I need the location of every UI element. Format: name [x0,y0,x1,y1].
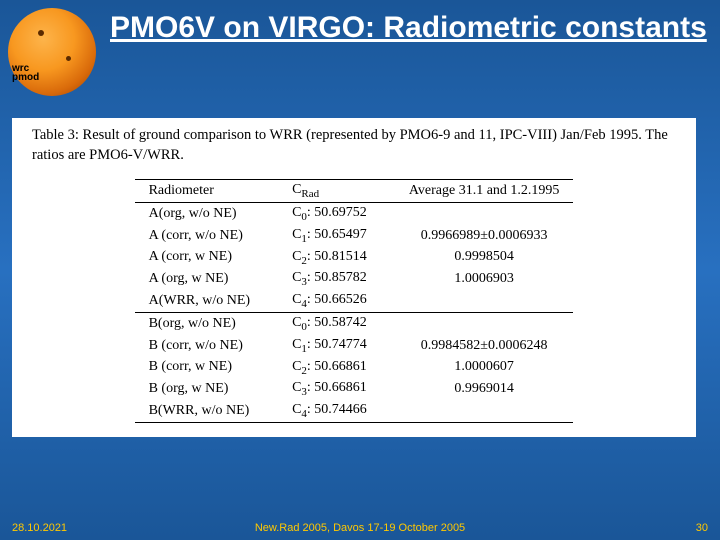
cell-average: 0.9969014 [381,378,574,400]
header-crad: CRad [278,180,381,203]
cell-radiometer: B (corr, w NE) [135,357,279,379]
pmod-wrc-logo: wrc pmod [8,8,96,96]
table-row: B (corr, w NE)C2: 50.668611.0000607 [135,357,574,379]
cell-radiometer: A(org, w/o NE) [135,202,279,224]
slide-header: wrc pmod PMO6V on VIRGO: Radiometric con… [0,0,720,96]
cell-crad: C1: 50.65497 [278,225,381,247]
cell-crad: C4: 50.74466 [278,400,381,422]
logo-text: wrc pmod [12,64,39,82]
table-panel: Table 3: Result of ground comparison to … [12,118,696,437]
table-row: B(WRR, w/o NE)C4: 50.74466 [135,400,574,422]
cell-crad: C2: 50.66861 [278,357,381,379]
cell-average [381,312,574,334]
table-row: B (corr, w/o NE)C1: 50.747740.9984582±0.… [135,335,574,357]
cell-radiometer: A (org, w NE) [135,268,279,290]
table-row: A (corr, w NE)C2: 50.815140.9998504 [135,247,574,269]
cell-average [381,400,574,422]
header-radiometer: Radiometer [135,180,279,203]
logo-line2: pmod [12,73,39,82]
cell-radiometer: B (org, w NE) [135,378,279,400]
table-row: A(WRR, w/o NE)C4: 50.66526 [135,290,574,312]
table-row: A (corr, w/o NE)C1: 50.654970.9966989±0.… [135,225,574,247]
cell-radiometer: A(WRR, w/o NE) [135,290,279,312]
cell-average: 0.9966989±0.0006933 [381,225,574,247]
cell-radiometer: B (corr, w/o NE) [135,335,279,357]
cell-crad: C2: 50.81514 [278,247,381,269]
cell-average: 1.0006903 [381,268,574,290]
cell-crad: C3: 50.66861 [278,378,381,400]
cell-average [381,202,574,224]
footer-page: 30 [696,522,708,534]
table-header-row: Radiometer CRad Average 31.1 and 1.2.199… [135,180,574,203]
cell-radiometer: A (corr, w NE) [135,247,279,269]
cell-average [381,290,574,312]
table-row: A(org, w/o NE)C0: 50.69752 [135,202,574,224]
cell-radiometer: B(org, w/o NE) [135,312,279,334]
table-body: A(org, w/o NE)C0: 50.69752A (corr, w/o N… [135,202,574,422]
table-row: A (org, w NE)C3: 50.857821.0006903 [135,268,574,290]
cell-average: 0.9984582±0.0006248 [381,335,574,357]
table-caption: Table 3: Result of ground comparison to … [32,126,676,165]
cell-average: 0.9998504 [381,247,574,269]
cell-crad: C1: 50.74774 [278,335,381,357]
constants-table: Radiometer CRad Average 31.1 and 1.2.199… [135,179,574,423]
cell-crad: C0: 50.58742 [278,312,381,334]
cell-crad: C0: 50.69752 [278,202,381,224]
slide-title: PMO6V on VIRGO: Radiometric constants [110,10,707,46]
footer-date: 28.10.2021 [12,522,67,534]
cell-radiometer: A (corr, w/o NE) [135,225,279,247]
header-average: Average 31.1 and 1.2.1995 [381,180,574,203]
footer-venue: New.Rad 2005, Davos 17-19 October 2005 [255,522,465,534]
cell-crad: C4: 50.66526 [278,290,381,312]
cell-average: 1.0000607 [381,357,574,379]
table-row: B (org, w NE)C3: 50.668610.9969014 [135,378,574,400]
table-row: B(org, w/o NE)C0: 50.58742 [135,312,574,334]
cell-crad: C3: 50.85782 [278,268,381,290]
cell-radiometer: B(WRR, w/o NE) [135,400,279,422]
